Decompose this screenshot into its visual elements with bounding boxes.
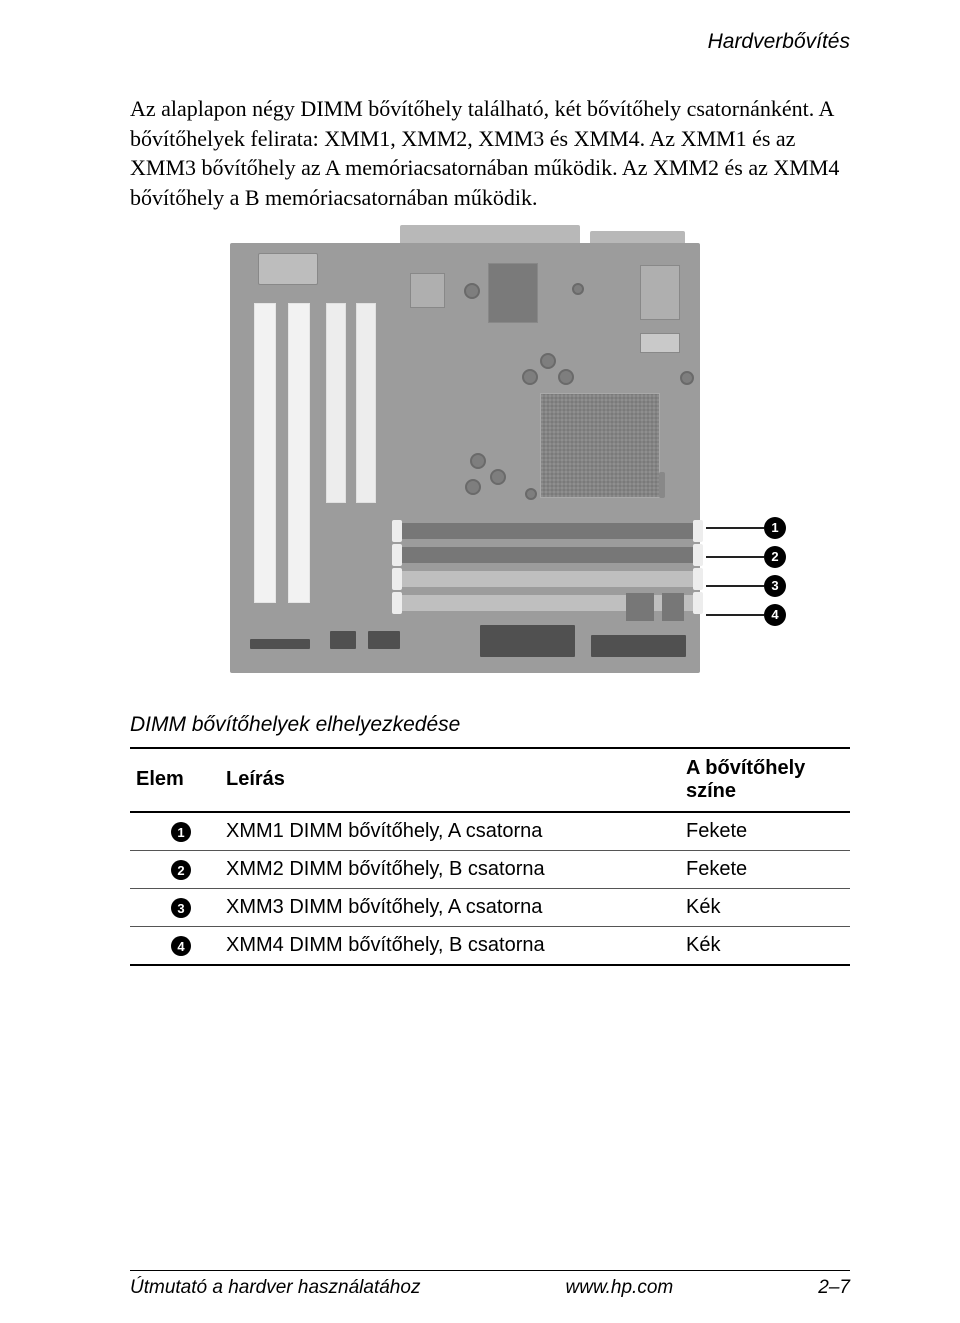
capacitor	[680, 371, 694, 385]
table-row: 1 XMM1 DIMM bővítőhely, A csatorna Feket…	[130, 812, 850, 851]
rear-io-block	[258, 253, 318, 285]
chip-right-2	[640, 333, 680, 353]
callout-bubble: 3	[764, 575, 786, 597]
row-desc: XMM2 DIMM bővítőhely, B csatorna	[220, 850, 680, 888]
col-header-desc: Leírás	[220, 748, 680, 812]
pci-slot-2	[288, 303, 310, 603]
item-number: 4	[171, 936, 191, 956]
capacitor	[572, 283, 584, 295]
footer-center: www.hp.com	[566, 1277, 674, 1299]
capacitor	[522, 369, 538, 385]
capacitor	[470, 453, 486, 469]
footer-right: 2–7	[818, 1277, 850, 1299]
document-page: Hardverbővítés Az alaplapon négy DIMM bő…	[0, 0, 960, 1323]
capacitor	[465, 479, 481, 495]
footer-rule	[130, 1270, 850, 1271]
row-desc: XMM3 DIMM bővítőhely, A csatorna	[220, 888, 680, 926]
bottom-connectors	[250, 613, 690, 663]
cpu-socket	[540, 393, 660, 498]
dimm-table: Elem Leírás A bővítőhely színe 1 XMM1 DI…	[130, 747, 850, 966]
pci-slot-1	[254, 303, 276, 603]
cpu-lever	[659, 472, 665, 498]
col-header-color: A bővítőhely színe	[680, 748, 850, 812]
capacitor	[558, 369, 574, 385]
callout-4: 4	[706, 604, 786, 626]
figure-caption: DIMM bővítőhelyek elhelyezkedése	[130, 713, 850, 737]
row-color: Kék	[680, 888, 850, 926]
chip-medium	[488, 263, 538, 323]
row-desc: XMM1 DIMM bővítőhely, A csatorna	[220, 812, 680, 851]
callout-bubble: 2	[764, 546, 786, 568]
callout-bubble: 4	[764, 604, 786, 626]
chip-small-1	[410, 273, 445, 308]
pci-slot-4	[356, 303, 376, 503]
motherboard-diagram-wrap: 1 2 3 4	[130, 243, 850, 673]
col-header-item: Elem	[130, 748, 220, 812]
ide-connector	[480, 625, 575, 657]
header-pins-3	[368, 631, 400, 649]
callout-2: 2	[706, 546, 786, 568]
row-color: Kék	[680, 926, 850, 965]
capacitor	[464, 283, 480, 299]
pci-slot-3	[326, 303, 346, 503]
floppy-connector	[591, 635, 686, 657]
table-row: 2 XMM2 DIMM bővítőhely, B csatorna Feket…	[130, 850, 850, 888]
diagram-callouts: 1 2 3 4	[706, 517, 786, 626]
row-color: Fekete	[680, 850, 850, 888]
dimm-slot-1	[400, 523, 695, 539]
item-number: 2	[171, 860, 191, 880]
dimm-slot-3	[400, 571, 695, 587]
page-header-title: Hardverbővítés	[130, 30, 850, 54]
row-desc: XMM4 DIMM bővítőhely, B csatorna	[220, 926, 680, 965]
capacitor	[540, 353, 556, 369]
header-pins-2	[330, 631, 356, 649]
motherboard-diagram: 1 2 3 4	[230, 243, 750, 673]
table-row: 3 XMM3 DIMM bővítőhely, A csatorna Kék	[130, 888, 850, 926]
callout-bubble: 1	[764, 517, 786, 539]
table-header-row: Elem Leírás A bővítőhely színe	[130, 748, 850, 812]
header-pins-1	[250, 639, 310, 649]
footer-left: Útmutató a hardver használatához	[130, 1277, 420, 1299]
item-number: 3	[171, 898, 191, 918]
callout-1: 1	[706, 517, 786, 539]
callout-3: 3	[706, 575, 786, 597]
row-color: Fekete	[680, 812, 850, 851]
capacitor	[490, 469, 506, 485]
table-row: 4 XMM4 DIMM bővítőhely, B csatorna Kék	[130, 926, 850, 965]
item-number: 1	[171, 822, 191, 842]
intro-paragraph: Az alaplapon négy DIMM bővítőhely találh…	[130, 94, 850, 213]
capacitor	[525, 488, 537, 500]
chip-right-1	[640, 265, 680, 320]
motherboard-pcb	[230, 243, 700, 673]
dimm-slot-2	[400, 547, 695, 563]
page-footer: Útmutató a hardver használatához www.hp.…	[0, 1270, 960, 1299]
